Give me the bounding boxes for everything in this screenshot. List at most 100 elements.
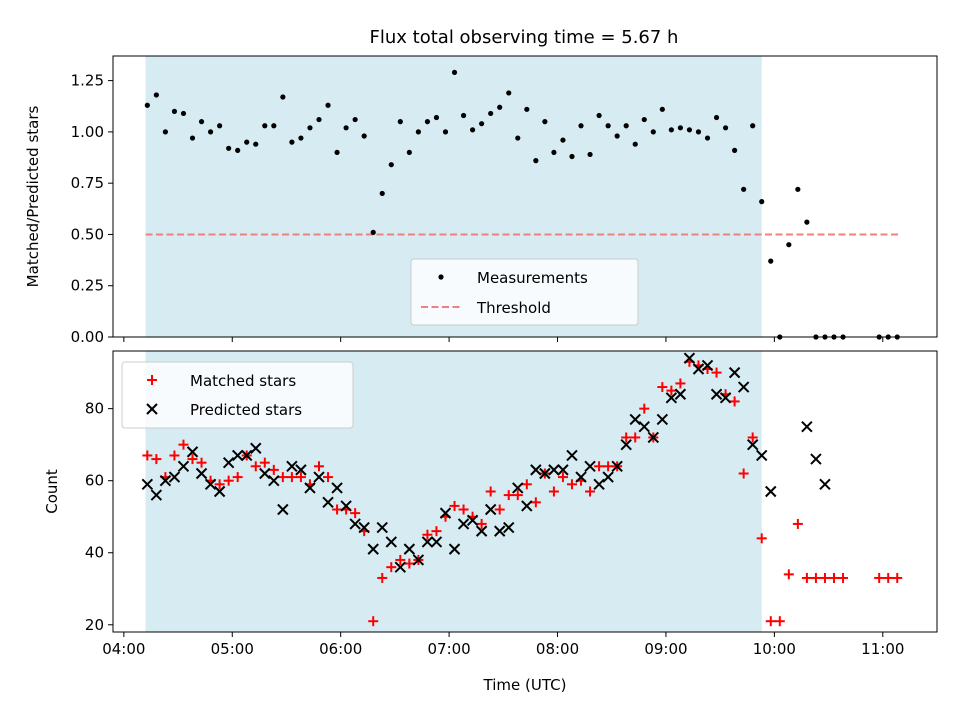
measurement-point — [253, 141, 259, 147]
predicted-star-point — [575, 471, 587, 483]
measurement-point — [280, 94, 286, 100]
measurement-point — [722, 125, 729, 131]
measurement-point — [695, 129, 702, 135]
predicted-star-point-b — [268, 474, 280, 487]
matched-star-point — [404, 558, 415, 569]
measurement-point — [361, 133, 367, 139]
measurement-point — [207, 129, 214, 135]
ratio-y-tick-label: 0.00 — [71, 328, 104, 346]
predicted-star-point-b — [376, 521, 388, 534]
measurement-point — [388, 162, 394, 168]
predicted-star-point-b — [259, 467, 271, 480]
measurement-point — [424, 119, 431, 125]
ratio-y-axis-label: Matched/Predicted stars — [24, 106, 42, 288]
measurement-point — [379, 190, 385, 197]
matched-star-point — [829, 572, 839, 583]
count-y-axis-label: Count — [43, 469, 61, 514]
measurement-point — [415, 129, 421, 135]
count-y-axis: 20 40 60 80 — [85, 400, 113, 634]
predicted-star-point — [756, 449, 768, 462]
matched-star-point — [892, 572, 903, 583]
predicted-star-point — [430, 536, 443, 548]
predicted-star-point-b — [385, 536, 397, 548]
matched-star-point — [458, 504, 469, 515]
measurement-point — [334, 149, 340, 156]
matched-star-point — [548, 486, 559, 497]
predicted-star-point-b — [331, 482, 343, 494]
predicted-star-point — [376, 521, 388, 534]
ratio-y-tick-label: 0.50 — [71, 225, 104, 243]
matched-star-point — [738, 468, 749, 479]
measurement-point — [189, 135, 196, 141]
measurement-point — [325, 102, 331, 108]
predicted-star-point — [737, 381, 750, 393]
ratio-y-tick-label: 1.25 — [71, 72, 104, 90]
predicted-star-point — [656, 413, 669, 426]
ratio-legend: Measurements Threshold — [410, 258, 639, 326]
time-x-tick-label: 07:00 — [427, 640, 470, 658]
predicted-star-point-b — [412, 554, 425, 566]
predicted-star-point-b — [493, 525, 506, 537]
predicted-star-point — [530, 464, 542, 476]
predicted-star-point — [728, 366, 741, 379]
predicted-star-point — [584, 460, 596, 472]
measurement-point — [235, 147, 241, 153]
figure-title: Flux total observing time = 5.67 h — [370, 27, 679, 48]
matched-star-point — [521, 479, 532, 490]
legend-plus-glyph — [147, 375, 157, 385]
predicted-star-point — [719, 392, 732, 404]
predicted-star-point — [322, 496, 334, 509]
predicted-star-point — [665, 392, 678, 404]
matched-star-point — [232, 472, 243, 483]
matched-star-point — [187, 454, 198, 465]
matched-star-point — [250, 461, 261, 472]
ratio-y-tick-label: 1.00 — [71, 123, 104, 141]
matched-star-point — [666, 385, 677, 396]
predicted-star-point-b — [277, 503, 289, 516]
predicted-star-point — [277, 503, 289, 516]
predicted-star-point — [710, 388, 723, 400]
matched-star-point — [621, 432, 632, 443]
predicted-star-point-b — [746, 438, 759, 451]
predicted-star-point-b — [611, 460, 623, 472]
ratio-y-tick-label: 0.75 — [71, 174, 104, 192]
predicted-star-point-b — [403, 543, 416, 555]
predicted-star-point-b — [457, 518, 470, 530]
predicted-star-point — [385, 536, 397, 548]
predicted-star-point-b — [728, 366, 741, 379]
legend-threshold-label: Threshold — [476, 299, 551, 317]
matched-star-point — [792, 518, 803, 529]
predicted-star-point-b — [719, 392, 732, 404]
matched-star-point — [801, 572, 812, 583]
measurement-point — [560, 137, 566, 143]
matched-star-point — [332, 504, 343, 515]
predicted-star-point — [493, 525, 506, 537]
matched-star-point — [774, 616, 785, 627]
matched-star-point — [395, 554, 406, 565]
count-legend: Matched stars Predicted stars — [121, 361, 354, 429]
measurement-point — [343, 125, 349, 131]
predicted-star-point-b — [304, 482, 316, 494]
predicted-star-point-b — [484, 503, 497, 516]
measurement-point — [153, 92, 159, 98]
predicted-star-point-b — [159, 474, 172, 487]
matched-star-point — [747, 432, 758, 443]
matched-star-point — [494, 504, 505, 515]
matched-star-point — [603, 461, 614, 472]
measurement-point — [569, 153, 575, 160]
predicted-star-point — [412, 554, 425, 566]
predicted-star-point-b — [466, 514, 479, 527]
predicted-star-point — [241, 449, 253, 462]
matched-star-point — [485, 486, 496, 497]
measurement-point — [795, 186, 801, 192]
measurement-point — [198, 119, 205, 125]
predicted-star-point — [674, 388, 687, 400]
predicted-star-point — [331, 482, 343, 494]
predicted-star-point-b — [710, 388, 723, 400]
measurement-point — [533, 158, 539, 164]
predicted-star-point — [620, 438, 632, 451]
matched-star-point — [639, 403, 650, 414]
measurement-point — [289, 139, 295, 145]
predicted-star-point — [548, 464, 560, 476]
